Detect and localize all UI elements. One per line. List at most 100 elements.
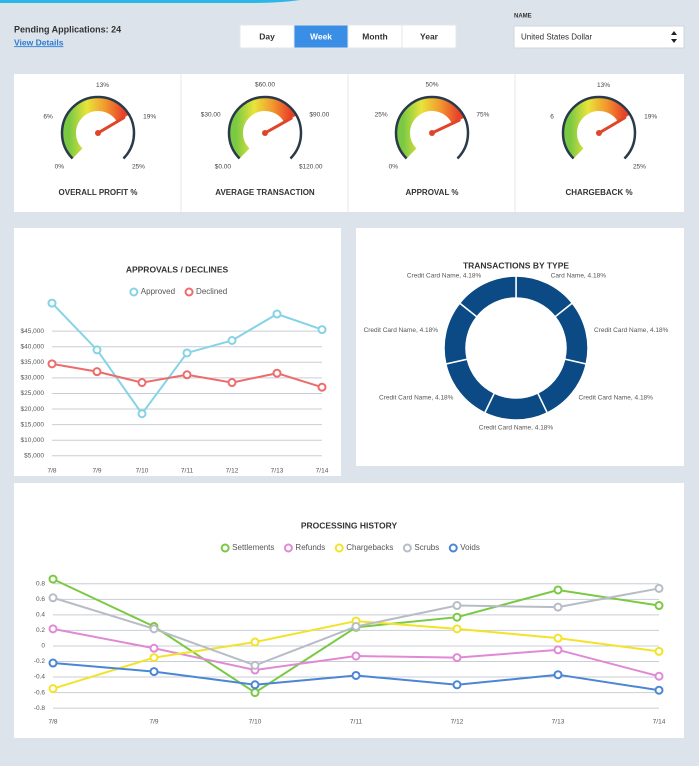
data-point: [48, 624, 58, 634]
legend-marker: [448, 543, 458, 553]
segment-label: Credit Card Name, 4.18%: [407, 273, 482, 280]
period-button-label[interactable]: Week: [310, 31, 332, 41]
gauge-band: [229, 97, 297, 159]
select-arrow[interactable]: [671, 31, 677, 43]
data-point: [182, 348, 192, 358]
segment-label: Credit Card Name, 4.18%: [479, 425, 554, 432]
select-value[interactable]: United States Dollar: [521, 33, 592, 42]
gauge-tick-label: 25%: [633, 164, 646, 171]
legend-item: Approved: [129, 287, 175, 297]
legend: Approved Declined: [129, 287, 227, 297]
legend-item: Settlements: [220, 543, 274, 553]
y-tick-label: $40,000: [21, 343, 45, 350]
data-point: [452, 624, 462, 634]
legend-label: Scrubs: [414, 543, 439, 552]
gauge-tick-label: 25%: [375, 111, 388, 118]
data-point: [149, 667, 159, 677]
segment-label: Credit Card Name, 4.18%: [594, 327, 669, 334]
gauge-tick-label: 13%: [597, 82, 610, 89]
data-point: [227, 336, 237, 345]
legend-label: Chargebacks: [346, 543, 393, 552]
legend-label: Declined: [196, 287, 227, 296]
gauge-tick-label: $90.00: [309, 111, 329, 118]
y-tick-label: $20,000: [21, 406, 45, 413]
period-selector: Day Week Month Year: [239, 24, 457, 49]
data-point: [553, 602, 563, 612]
data-point: [654, 601, 664, 611]
data-point: [553, 670, 563, 680]
data-point: [227, 378, 237, 388]
segment-label: Credit Card Name, 4.18%: [379, 395, 454, 402]
data-point: [452, 601, 462, 611]
legend-marker: [220, 543, 230, 553]
gauge-title: OVERALL PROFIT %: [59, 188, 138, 197]
gauge-title: APPROVAL %: [405, 188, 458, 197]
legend-item: Declined: [184, 287, 227, 297]
top-accent: [0, 0, 300, 3]
data-point: [149, 624, 159, 634]
gauge-tick-label: 13%: [96, 82, 109, 89]
legend-label: Approved: [141, 287, 175, 296]
data-point: [92, 367, 102, 377]
legend-label: Voids: [460, 543, 480, 552]
gauge: 6 13% 19% 25% CHARGEBACK %: [550, 82, 657, 197]
y-tick-label: 0.6: [36, 596, 45, 603]
gauge-needle: [263, 116, 293, 135]
data-point: [182, 370, 192, 380]
data-point: [553, 633, 563, 643]
gauge-tick-label: $30.00: [201, 111, 221, 118]
period-button-label[interactable]: Year: [420, 31, 439, 41]
y-tick-label: -0.6: [34, 689, 46, 696]
gauge-rim: [561, 95, 637, 160]
legend-item: Scrubs: [402, 543, 439, 553]
data-point: [149, 653, 159, 663]
x-tick-label: 7/13: [552, 719, 565, 726]
legend-marker: [283, 543, 293, 553]
gauge-band: [563, 97, 630, 159]
gauge: 0% 25% 50% 75% APPROVAL %: [375, 82, 490, 197]
gauge-needle: [597, 116, 627, 135]
data-point: [553, 585, 563, 595]
transactions-panel: [356, 228, 684, 466]
data-point: [137, 378, 147, 388]
x-tick-label: 7/12: [226, 468, 239, 475]
y-tick-label: -0.4: [34, 674, 46, 681]
x-tick-label: 7/8: [47, 468, 56, 475]
data-point: [654, 646, 664, 656]
data-point: [317, 382, 327, 392]
gauge-needle: [430, 118, 461, 135]
gauge-tick-label: 19%: [644, 113, 657, 120]
gauge-rim: [394, 95, 470, 160]
y-tick-label: $15,000: [21, 421, 45, 428]
data-point: [48, 684, 58, 694]
gauge: 0% 6% 13% 19% 25% OVERALL PROFIT %: [43, 82, 156, 197]
period-button-label[interactable]: Month: [362, 31, 388, 41]
data-point: [272, 309, 282, 319]
gauge-hub: [95, 130, 101, 136]
segment-label: Credit Card Name, 4.18%: [364, 327, 439, 334]
gauge: $0.00 $30.00 $60.00 $90.00 $120.00 AVERAGE TR…: [201, 82, 330, 197]
legend-label: Refunds: [295, 543, 325, 552]
gauge-tick-label: 0%: [389, 164, 399, 171]
segment-label: Card Name, 4.18%: [551, 273, 606, 280]
period-button[interactable]: [401, 24, 457, 49]
gauge-band: [62, 97, 129, 159]
data-point: [654, 583, 664, 593]
chart-title: APPROVALS / DECLINES: [126, 264, 229, 274]
y-tick-label: -0.2: [34, 658, 46, 665]
x-tick-label: 7/14: [653, 719, 666, 726]
gauge-title: AVERAGE TRANSACTION: [215, 188, 315, 197]
x-tick-label: 7/11: [181, 468, 194, 475]
view-details-link[interactable]: View Details: [14, 37, 64, 47]
y-tick-label: 0.4: [36, 612, 45, 619]
data-point: [48, 574, 58, 584]
data-point: [250, 688, 260, 698]
data-point: [654, 671, 664, 681]
period-button-label[interactable]: Day: [259, 31, 275, 41]
chart-title: TRANSACTIONS BY TYPE: [463, 260, 569, 270]
currency-select[interactable]: United States Dollar: [513, 25, 685, 49]
y-tick-label: $10,000: [21, 437, 45, 444]
select-box[interactable]: [513, 25, 685, 49]
